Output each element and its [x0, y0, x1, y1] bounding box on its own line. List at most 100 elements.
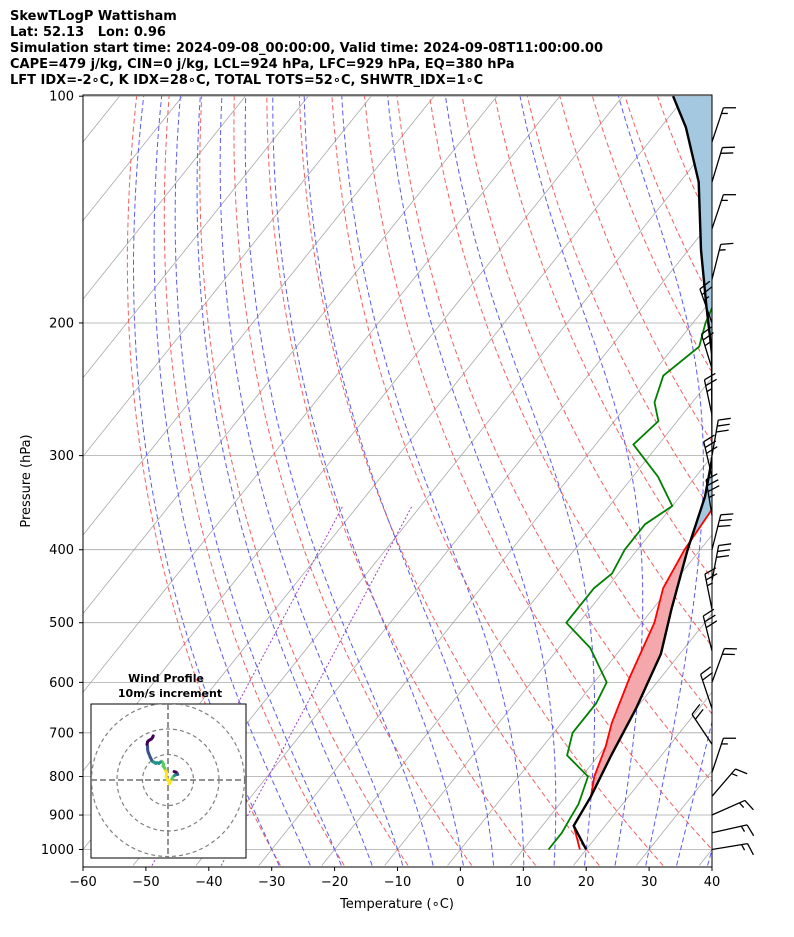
wind-barb-flag	[699, 280, 711, 290]
title-line-5: LFT IDX=-2∘C, K IDX=28∘C, TOTAL TOTS=52∘…	[10, 73, 484, 88]
dry-adiabat-line	[126, 96, 281, 866]
wind-barb-flag	[741, 844, 746, 851]
isotherm-line	[83, 95, 435, 536]
wind-barb-flag	[706, 446, 718, 454]
x-tick-label: −60	[69, 875, 96, 890]
moist-adiabat-line	[519, 96, 644, 866]
wind-barb-flag	[716, 429, 729, 433]
wind-barb	[711, 417, 731, 456]
dry-adiabat-line	[331, 96, 664, 866]
dry-adiabat-line	[298, 96, 600, 866]
wind-barb	[711, 107, 737, 143]
isotherm-line	[447, 534, 712, 866]
wind-barb-flag	[716, 554, 730, 558]
wind-barb-flag	[704, 341, 711, 347]
moist-adiabat-line	[387, 96, 557, 866]
wind-barb-flag	[719, 519, 732, 522]
y-tick-label: 300	[49, 449, 74, 464]
moist-adiabat-line	[196, 96, 373, 866]
moist-adiabat-line	[303, 96, 495, 866]
wind-barb-flag	[744, 799, 754, 811]
plot-area	[83, 95, 794, 866]
wind-barb-flag	[704, 614, 716, 623]
wind-barb	[705, 473, 720, 516]
wind-barb	[711, 513, 734, 550]
dry-adiabat-line	[461, 96, 712, 648]
wind-barb	[702, 608, 718, 652]
dry-adiabat-line	[396, 96, 712, 783]
wind-barb	[711, 647, 737, 683]
dry-adiabat-line	[199, 96, 409, 866]
y-tick-label: 600	[49, 676, 74, 691]
mixing-ratio-line	[151, 505, 344, 866]
wind-barb	[711, 242, 734, 280]
isotherm-line	[83, 95, 498, 615]
dry-adiabat-line	[755, 96, 794, 865]
x-tick-label: 0	[456, 875, 464, 890]
isotherm-line	[83, 95, 372, 457]
dewpoint-profile-line	[547, 305, 712, 851]
wind-barb	[699, 280, 713, 324]
hodograph	[91, 704, 246, 858]
moist-adiabat-line	[445, 96, 596, 866]
wind-barb	[711, 768, 748, 797]
wind-barb	[711, 194, 737, 230]
wind-barb-flag	[706, 582, 714, 587]
x-tick-label: 40	[704, 875, 721, 890]
hodograph-title: Wind Profile	[128, 672, 204, 685]
wind-barb-flag	[702, 332, 714, 341]
moist-adiabat-line	[133, 96, 280, 866]
wind-barb-flag	[704, 372, 716, 381]
wind-barb	[711, 824, 755, 837]
moist-adiabat-line	[153, 96, 311, 866]
wind-barb-flag	[706, 387, 713, 393]
wind-barbs	[691, 107, 755, 856]
hodograph-trace	[151, 734, 155, 739]
dry-adiabat-line	[591, 96, 712, 374]
wind-barb	[711, 799, 754, 816]
wind-barb-flag	[720, 513, 734, 516]
temperature-profile-line	[572, 507, 712, 850]
wind-barb	[704, 567, 718, 610]
x-tick-label: −40	[195, 875, 222, 890]
y-axis-title: Pressure (hPa)	[19, 434, 34, 527]
x-tick-label: −10	[384, 875, 411, 890]
wind-barb-flag	[700, 666, 712, 675]
wind-barb	[703, 434, 718, 477]
y-tick-label: 700	[49, 726, 74, 741]
wind-barb-flag	[707, 485, 720, 493]
wind-barb-flag	[735, 768, 748, 775]
wind-barb-flag	[740, 825, 746, 832]
shaded-region-upper-region	[673, 96, 712, 533]
wind-barb-shaft	[711, 824, 748, 834]
wind-barb-flag	[701, 286, 713, 296]
hodograph-subtitle: 10m/s increment	[118, 687, 222, 700]
x-tick-label: 10	[515, 875, 532, 890]
wind-barb-flag	[718, 543, 732, 547]
wind-barb-flag	[738, 802, 745, 808]
y-tick-label: 800	[49, 770, 74, 785]
wind-barb-flag	[720, 242, 734, 246]
dry-adiabat-line	[163, 96, 345, 866]
wind-barb-flag	[705, 573, 718, 581]
wind-barb-flag	[718, 417, 731, 421]
title-line-2: Lat: 52.13 Lon: 0.96	[10, 25, 166, 40]
wind-barb-flag	[702, 608, 715, 617]
wind-barb-flag	[717, 423, 730, 427]
wind-barb	[691, 703, 713, 745]
y-tick-label: 500	[49, 616, 74, 631]
wind-barb	[699, 666, 714, 709]
moist-adiabat-line	[341, 96, 525, 866]
dry-adiabat-line	[364, 96, 712, 851]
y-tick-label: 400	[49, 543, 74, 558]
wind-barb-flag	[705, 620, 718, 629]
dry-adiabat-line	[233, 96, 473, 866]
moist-adiabat-line	[618, 96, 704, 866]
wind-barb-flag	[717, 524, 731, 528]
dry-adiabat-line	[526, 96, 712, 512]
wind-barb-flag	[708, 493, 715, 499]
hodograph-trace-lower	[172, 770, 178, 774]
wind-barb	[700, 326, 714, 369]
isotherm-line	[510, 612, 712, 866]
wind-barb-flag	[701, 326, 713, 335]
